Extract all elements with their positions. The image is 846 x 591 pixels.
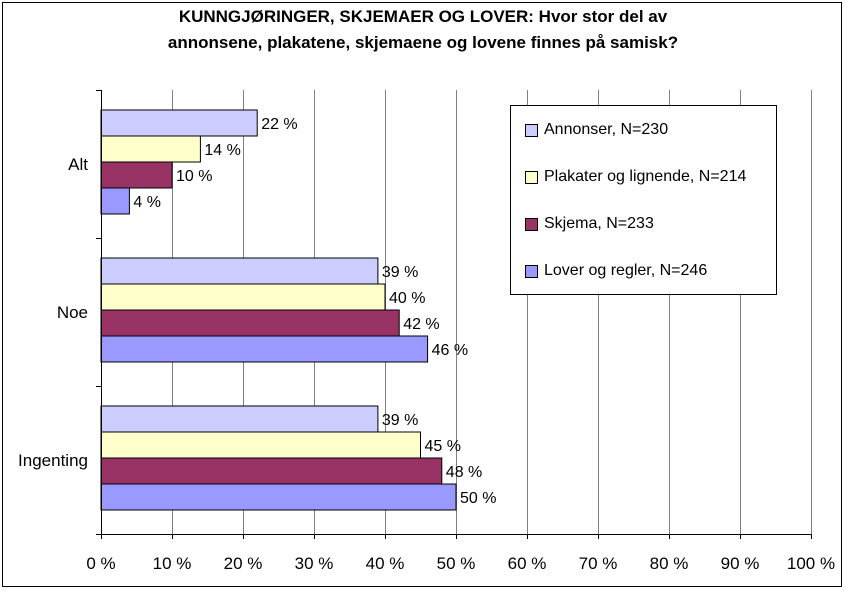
category-label: Alt <box>68 155 88 174</box>
legend-item: Plakater og lignende, N=214 <box>525 167 746 187</box>
legend-label: Plakater og lignende, N=214 <box>544 168 747 185</box>
x-tick-label: 80 % <box>650 554 689 573</box>
x-tick-label: 0 % <box>86 554 115 573</box>
bar <box>100 257 379 285</box>
legend-item: Skjema, N=233 <box>525 214 654 234</box>
legend-label: Annonser, N=230 <box>544 121 669 138</box>
x-tick-label: 70 % <box>579 554 618 573</box>
x-tick-label: 30 % <box>295 554 334 573</box>
chart-title: KUNNGJØRINGER, SKJEMAER OG LOVER: Hvor s… <box>0 4 846 56</box>
x-tick-label: 20 % <box>224 554 263 573</box>
bar <box>100 283 386 311</box>
bar <box>100 109 258 137</box>
data-label: 4 % <box>133 194 161 211</box>
data-label: 14 % <box>204 142 240 159</box>
chart-title-line-1: KUNNGJØRINGER, SKJEMAER OG LOVER: Hvor s… <box>178 7 668 26</box>
data-label: 40 % <box>389 290 425 307</box>
data-label: 45 % <box>425 438 461 455</box>
data-label: 50 % <box>460 490 496 507</box>
category-label: Noe <box>57 303 88 322</box>
legend-swatch <box>525 170 538 184</box>
data-label: 39 % <box>382 412 418 429</box>
data-label: 22 % <box>261 116 297 133</box>
bar <box>100 405 379 433</box>
bar <box>100 187 130 215</box>
x-tick-label: 40 % <box>366 554 405 573</box>
legend-swatch <box>525 123 538 137</box>
data-label: 48 % <box>446 464 482 481</box>
data-label: 39 % <box>382 264 418 281</box>
x-tick-label: 50 % <box>437 554 476 573</box>
legend-label: Lover og regler, N=246 <box>544 262 708 279</box>
x-tick-label: 10 % <box>153 554 192 573</box>
bar <box>100 457 443 485</box>
x-tick-label: 60 % <box>508 554 547 573</box>
x-tick-label: 100 % <box>787 554 835 573</box>
data-label: 46 % <box>432 342 468 359</box>
legend-item: Lover og regler, N=246 <box>525 261 707 281</box>
legend: Annonser, N=230 Plakater og lignende, N=2… <box>510 105 777 295</box>
bar <box>100 161 173 189</box>
bar <box>100 335 429 363</box>
data-label: 42 % <box>403 316 439 333</box>
bar <box>100 135 201 163</box>
legend-label: Skjema, N=233 <box>544 215 654 232</box>
chart-title-line-2: annonsene, plakatene, skjemaene og loven… <box>167 33 679 52</box>
bar <box>100 431 421 459</box>
x-tick-label: 90 % <box>721 554 760 573</box>
bar <box>100 309 400 337</box>
data-label: 10 % <box>176 168 212 185</box>
category-label: Ingenting <box>18 451 88 470</box>
legend-swatch <box>525 264 538 278</box>
legend-item: Annonser, N=230 <box>525 120 668 140</box>
legend-swatch <box>525 217 538 231</box>
bar <box>100 483 457 511</box>
